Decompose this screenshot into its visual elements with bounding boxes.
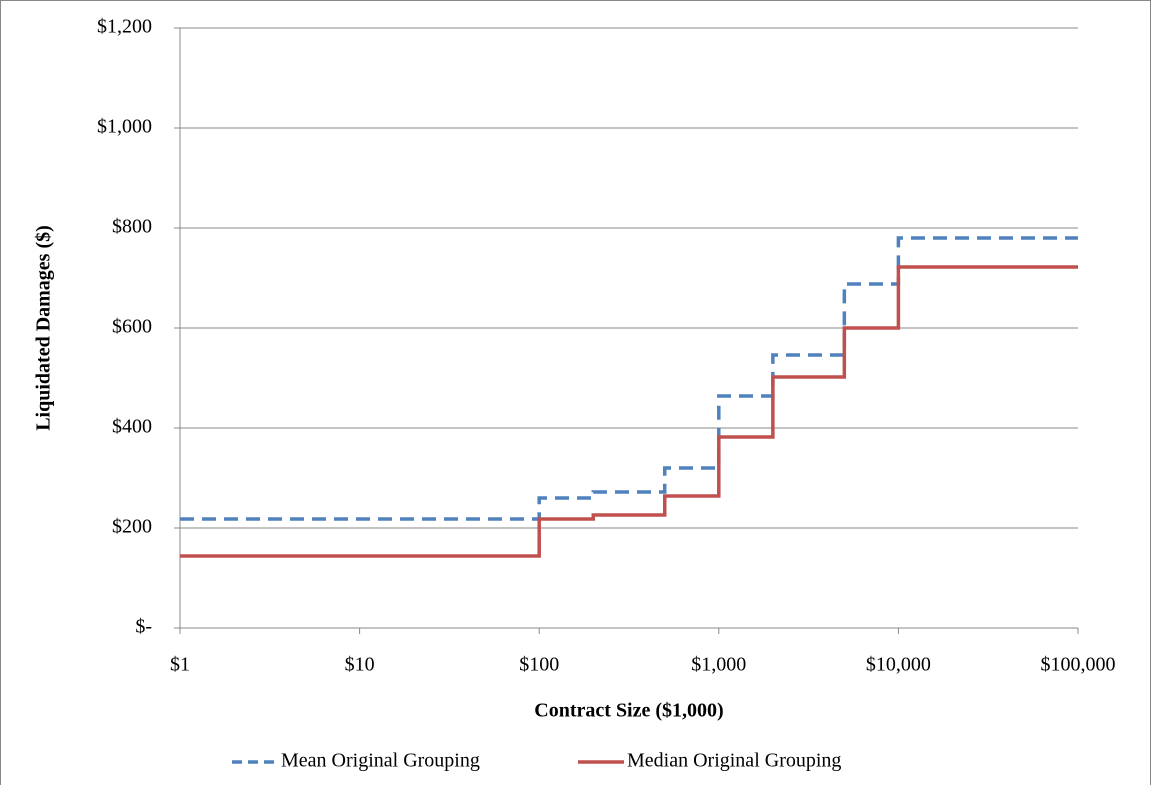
y-tick-label: $1,000 xyxy=(97,116,152,138)
x-tick-label: $1,000 xyxy=(691,654,746,676)
series-line xyxy=(180,265,1078,558)
legend-label: Mean Original Grouping xyxy=(281,750,480,772)
y-tick-label: $- xyxy=(135,616,152,638)
y-tick-label: $400 xyxy=(112,416,152,438)
y-tick-label: $800 xyxy=(112,216,152,238)
y-tick-label: $1,200 xyxy=(97,16,152,38)
x-tick-label: $10 xyxy=(345,654,375,676)
x-tick-label: $100,000 xyxy=(1041,654,1116,676)
y-tick-label: $200 xyxy=(112,516,152,538)
x-tick-label: $10,000 xyxy=(866,654,931,676)
y-axis-label: Liquidated Damages ($) xyxy=(33,225,55,431)
legend-label: Median Original Grouping xyxy=(627,750,841,772)
x-tick-label: $100 xyxy=(519,654,559,676)
x-tick-label: $1 xyxy=(170,654,190,676)
x-axis-label: Contract Size ($1,000) xyxy=(534,700,723,722)
series-line xyxy=(180,236,1078,521)
y-tick-label: $600 xyxy=(112,316,152,338)
